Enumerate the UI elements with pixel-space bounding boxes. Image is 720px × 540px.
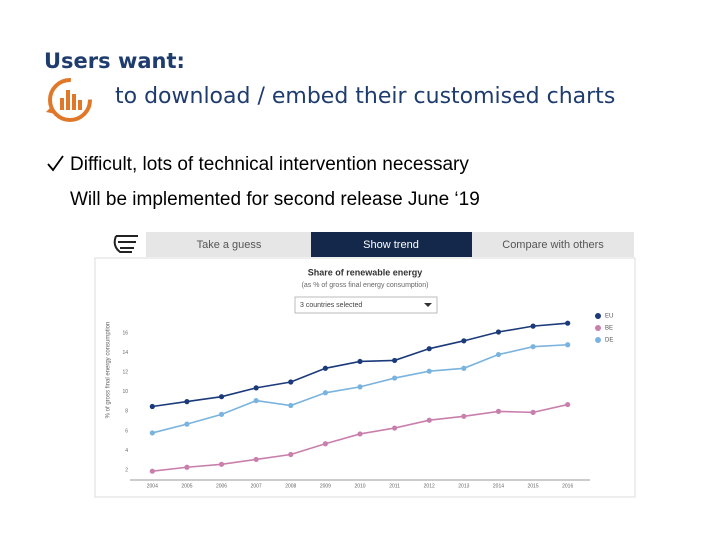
data-point xyxy=(357,431,363,437)
data-point xyxy=(253,456,259,463)
y-tick-label: 14 xyxy=(122,350,128,356)
y-tick-label: 12 xyxy=(122,370,128,376)
x-tick-label: 2016 xyxy=(562,483,573,489)
data-point xyxy=(322,365,328,371)
heading: Users want: xyxy=(44,49,185,73)
x-tick-label: 2013 xyxy=(458,483,469,489)
data-point xyxy=(288,402,294,409)
tab-label[interactable]: Take a guess xyxy=(197,239,262,251)
data-point xyxy=(322,390,328,396)
dropdown[interactable] xyxy=(294,296,438,314)
data-point xyxy=(565,342,571,348)
dropdown-arrow[interactable] xyxy=(424,303,432,307)
data-point xyxy=(149,403,155,410)
dropdown-label[interactable]: 3 countries selected xyxy=(300,302,362,309)
data-point xyxy=(184,421,190,427)
data-point xyxy=(218,461,225,467)
data-point xyxy=(495,329,502,335)
data-point xyxy=(530,323,536,329)
data-point xyxy=(357,384,363,390)
chart-subtitle: (as % of gross final energy consumption) xyxy=(302,282,429,289)
legend-label: DE xyxy=(605,338,613,344)
bullet-text: Difficult, lots of technical interventio… xyxy=(70,154,469,175)
data-point xyxy=(392,357,398,364)
data-point xyxy=(184,464,190,470)
data-point xyxy=(426,346,432,352)
data-point xyxy=(253,385,259,391)
x-tick-label: 2007 xyxy=(251,483,262,489)
data-point xyxy=(392,375,398,381)
chart-icon xyxy=(46,78,92,122)
tab[interactable] xyxy=(146,232,311,257)
data-point xyxy=(426,368,432,374)
y-tick-label: 8 xyxy=(125,409,128,415)
x-tick-label: 2014 xyxy=(493,483,504,489)
subtitle: to download / embed their customised cha… xyxy=(115,84,615,109)
y-tick-label: 4 xyxy=(125,448,128,454)
data-point xyxy=(392,425,398,431)
legend-label: BE xyxy=(605,326,613,332)
data-point xyxy=(461,365,467,371)
y-axis-label: % of gross final energy consumption xyxy=(106,322,112,419)
data-point xyxy=(322,441,328,447)
data-point xyxy=(495,351,502,358)
data-point xyxy=(149,468,155,474)
data-point xyxy=(184,399,190,405)
x-tick-label: 2009 xyxy=(320,483,331,489)
x-tick-label: 2015 xyxy=(528,483,539,489)
data-point xyxy=(149,430,155,436)
x-tick-label: 2004 xyxy=(147,483,158,489)
data-point xyxy=(288,379,294,385)
data-point xyxy=(357,358,363,365)
y-tick-label: 6 xyxy=(125,428,128,434)
hand-icon xyxy=(113,235,138,253)
tab-active[interactable] xyxy=(311,232,472,257)
x-tick-label: 2006 xyxy=(216,483,227,489)
data-point xyxy=(530,344,536,350)
y-tick-label: 2 xyxy=(125,468,128,474)
data-point xyxy=(461,338,467,344)
data-point xyxy=(565,401,571,408)
data-point xyxy=(565,320,571,326)
bullet-text: Will be implemented for second release J… xyxy=(70,189,480,210)
x-tick-label: 2005 xyxy=(181,483,192,489)
x-tick-label: 2010 xyxy=(354,483,365,489)
data-point xyxy=(218,394,225,400)
x-tick-label: 2011 xyxy=(389,483,400,489)
check-bullet xyxy=(47,155,64,172)
chart-title: Share of renewable energy xyxy=(308,267,423,277)
data-point xyxy=(495,408,502,414)
data-point xyxy=(253,398,259,404)
legend-swatch xyxy=(595,337,601,343)
legend-swatch xyxy=(595,325,601,331)
data-point xyxy=(461,413,467,419)
legend-swatch xyxy=(595,313,601,319)
data-point xyxy=(426,417,432,423)
tab[interactable] xyxy=(472,232,634,257)
data-point xyxy=(530,409,536,415)
y-tick-label: 16 xyxy=(122,330,128,336)
data-point xyxy=(288,451,294,458)
legend-label: EU xyxy=(605,314,613,320)
tab-label[interactable]: Compare with others xyxy=(502,239,604,251)
x-tick-label: 2012 xyxy=(424,483,435,489)
data-point xyxy=(218,411,225,417)
x-tick-label: 2008 xyxy=(285,483,296,489)
chart-panel xyxy=(94,257,636,498)
tab-label[interactable]: Show trend xyxy=(363,239,419,251)
y-tick-label: 10 xyxy=(122,389,128,395)
